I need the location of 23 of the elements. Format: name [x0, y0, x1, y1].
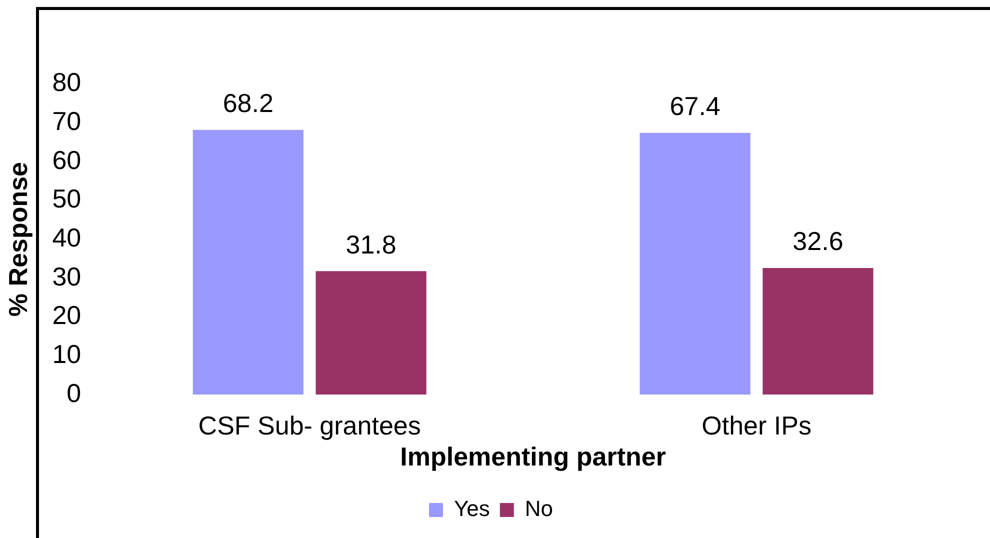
data-label: 31.8 — [346, 229, 396, 260]
x-tick-label: Other IPs — [702, 410, 812, 440]
y-tick-label: 60 — [52, 144, 82, 175]
legend-label: Yes — [454, 496, 490, 522]
x-axis-title: Implementing partner — [400, 442, 666, 472]
data-label: 68.2 — [222, 88, 274, 118]
bar — [192, 130, 304, 395]
bar — [316, 271, 426, 395]
y-tick-label: 30 — [52, 261, 82, 292]
bar — [762, 268, 874, 395]
y-tick-label: 80 — [52, 67, 82, 98]
y-tick-label: 10 — [52, 338, 82, 369]
y-axis-title: % Response — [2, 162, 33, 317]
y-tick-label: 20 — [52, 300, 82, 330]
y-tick-label: 50 — [52, 184, 82, 214]
data-label: 67.4 — [670, 91, 720, 122]
y-tick-label: 0 — [66, 378, 82, 408]
bar — [640, 132, 750, 395]
y-tick-label: 70 — [52, 106, 82, 136]
y-tick-label: 40 — [52, 222, 82, 252]
legend-label: No — [524, 496, 554, 522]
data-label: 32.6 — [792, 226, 844, 256]
x-tick-label: CSF Sub- grantees — [198, 410, 421, 440]
